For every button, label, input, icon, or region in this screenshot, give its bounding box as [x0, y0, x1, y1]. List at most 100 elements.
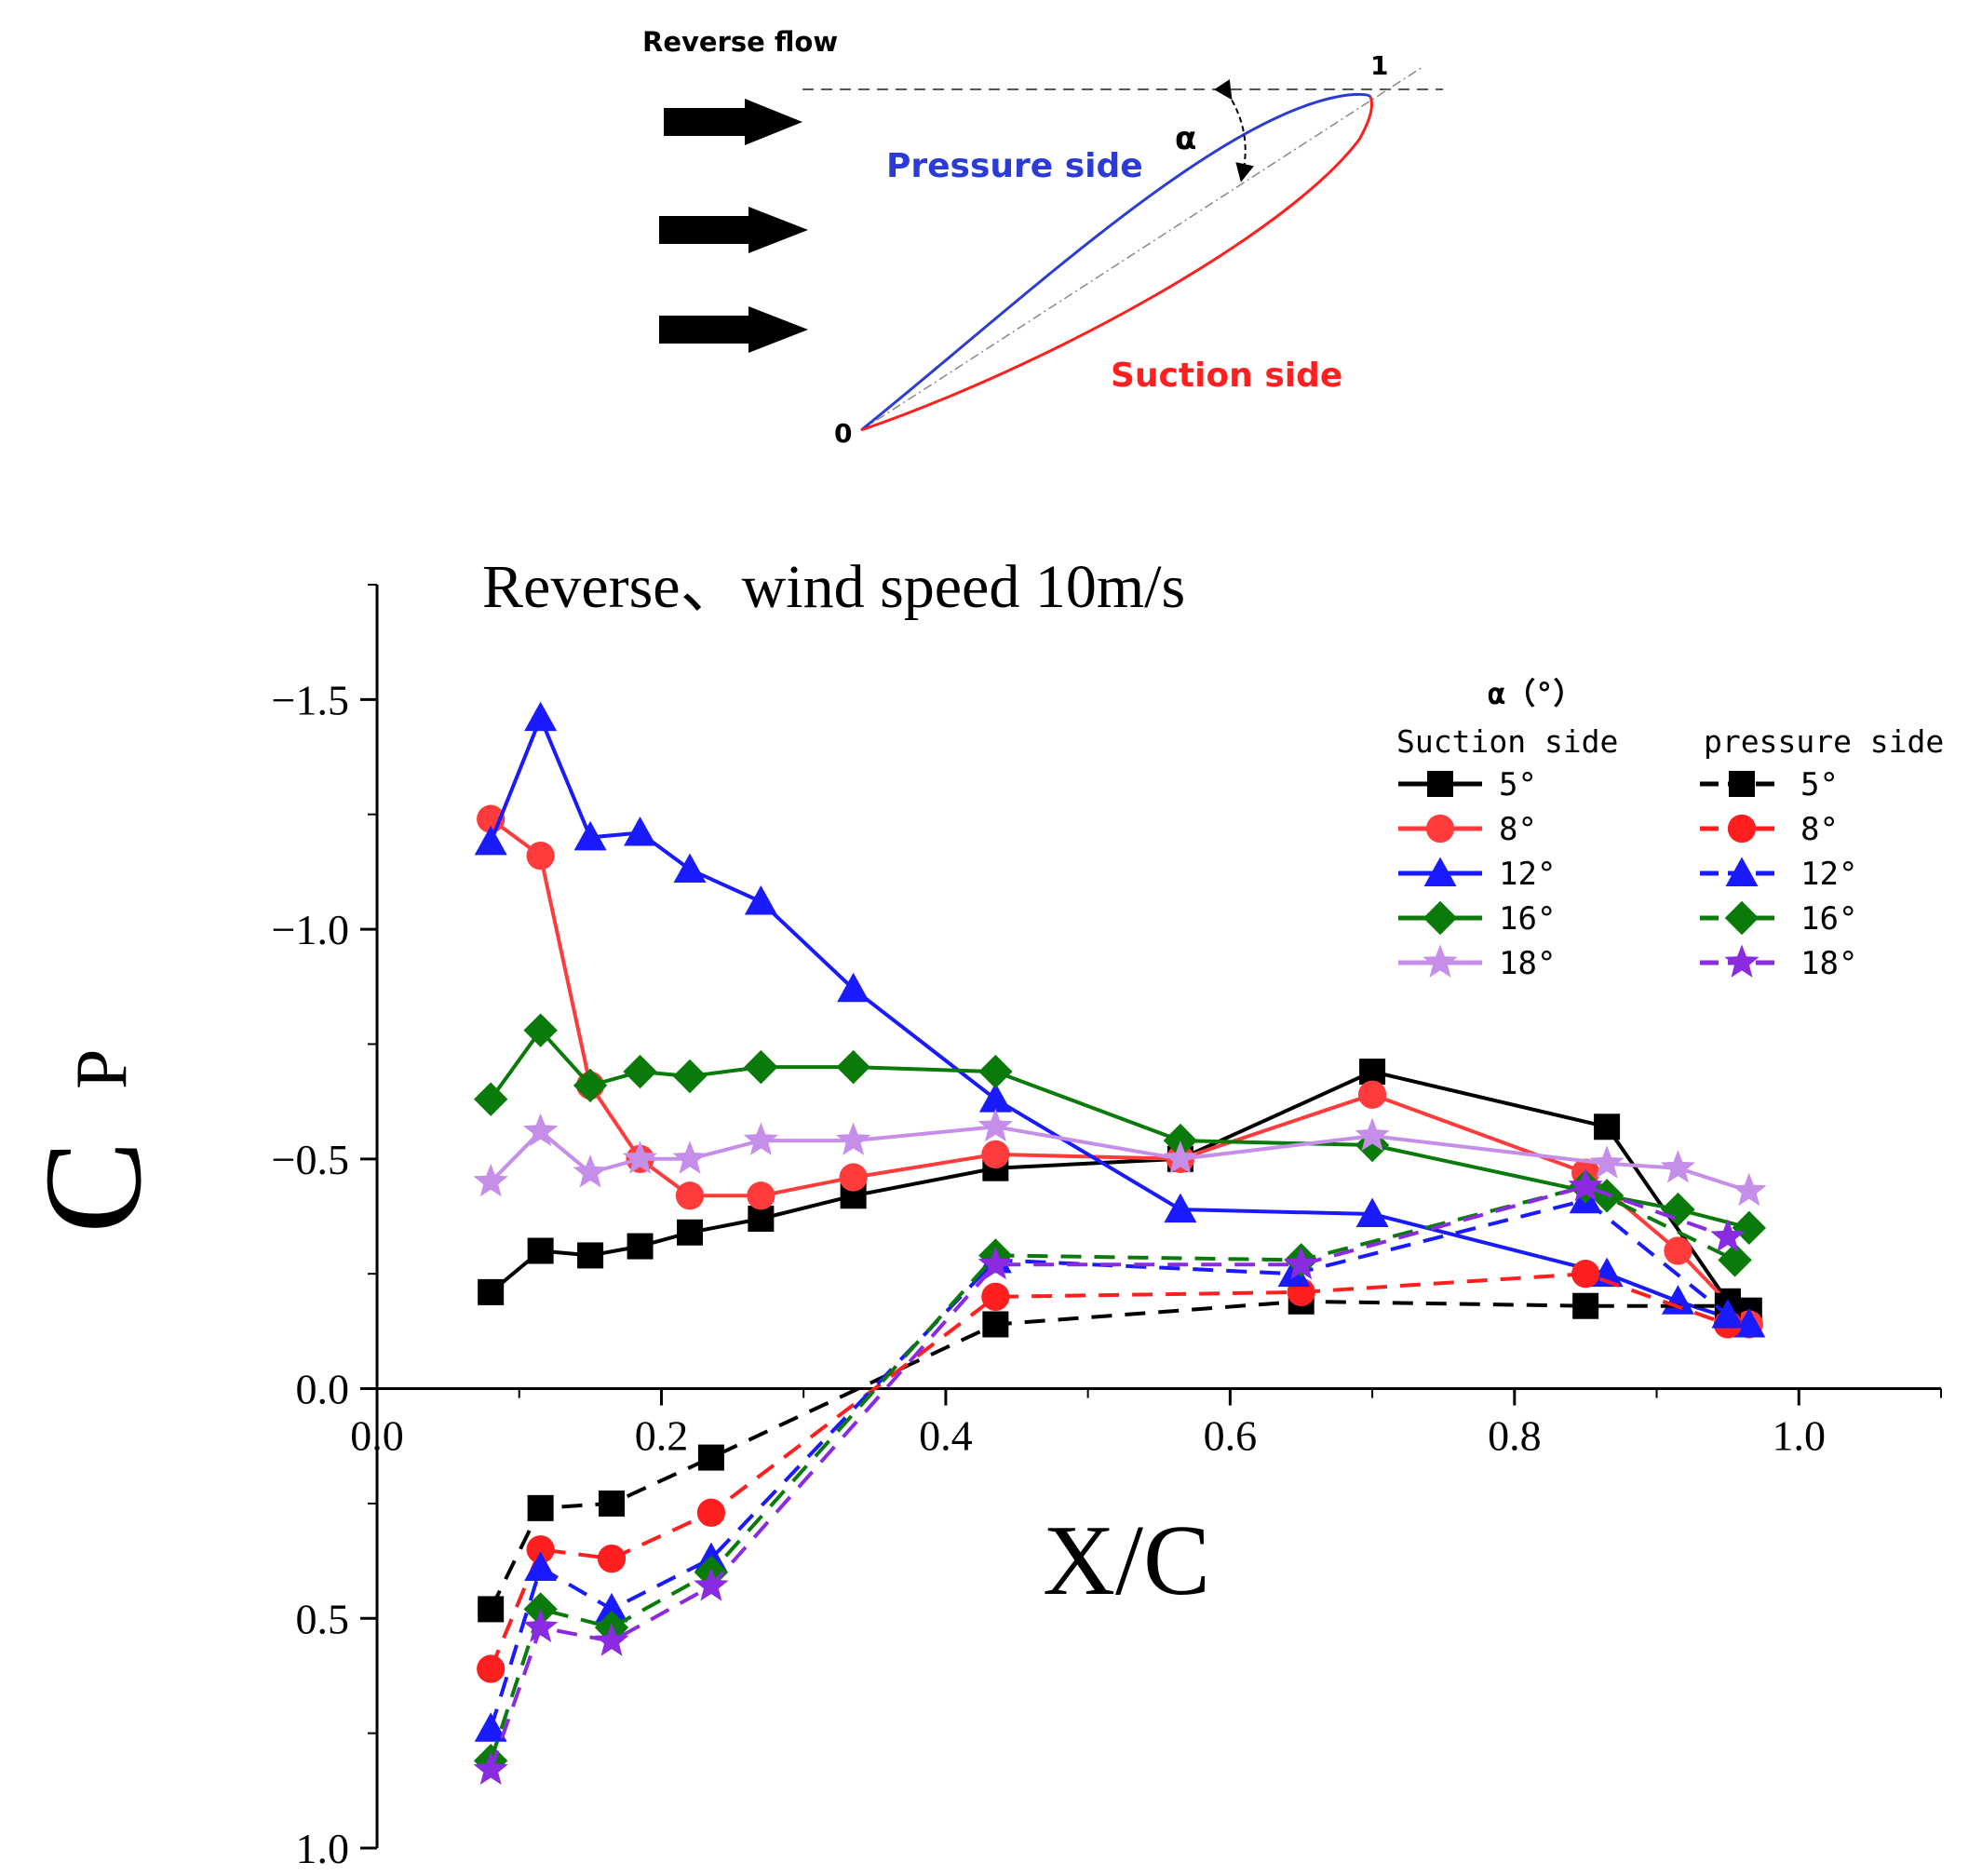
data-point — [1355, 1197, 1389, 1228]
data-point — [1589, 1145, 1625, 1179]
series-suction-8deg — [477, 804, 1763, 1339]
x-tick-label: 0.6 — [1204, 1412, 1258, 1460]
data-point — [1664, 1236, 1692, 1265]
legend-marker — [1423, 857, 1457, 886]
legend-entry-pressure: 12° — [1700, 856, 1857, 893]
data-point — [1733, 1307, 1766, 1338]
data-point — [982, 1311, 1009, 1338]
data-point — [748, 1205, 775, 1232]
series-line — [489, 1184, 1736, 1761]
data-point — [1163, 1123, 1198, 1158]
legend-title: α（°） — [1488, 676, 1584, 711]
legend-pressure-header: pressure side — [1704, 723, 1944, 760]
legend-marker — [1725, 857, 1759, 886]
data-point — [523, 1113, 559, 1147]
legend-marker — [1422, 944, 1458, 978]
data-point — [697, 1444, 724, 1471]
data-point — [1661, 1285, 1694, 1315]
data-point — [527, 1237, 554, 1264]
data-point — [624, 816, 657, 846]
legend-label: 16° — [1499, 900, 1556, 938]
data-point — [978, 1108, 1013, 1142]
axes: −1.5 −1.0 −0.5 0.0 0.5 1.0 0.0 0.2 0.4 0.6 0.8 1.0 — [272, 584, 1942, 1872]
data-point — [573, 1154, 608, 1188]
legend-entry-pressure: 5° — [1700, 766, 1839, 803]
data-point — [477, 1654, 506, 1683]
data-point — [627, 1233, 654, 1260]
data-point — [1590, 1257, 1624, 1288]
legend-label: 5° — [1800, 766, 1839, 803]
data-point — [597, 1545, 627, 1573]
chart-title: Reverse、wind speed 10m/s — [482, 553, 1185, 621]
data-point — [1355, 1117, 1390, 1151]
series-line — [489, 1299, 1728, 1611]
data-point — [524, 701, 558, 732]
data-point — [1572, 1292, 1599, 1319]
y-axis-title: C — [16, 1140, 170, 1234]
legend-entry-suction: 16° — [1398, 900, 1556, 938]
legend-marker — [1422, 900, 1458, 936]
data-point — [473, 1163, 508, 1197]
data-point — [981, 1140, 1010, 1169]
cp-chart: Reverse、wind speed 10m/s −1.5 −1.0 −0.5 0.0… — [16, 553, 1944, 1872]
data-point — [981, 1282, 1010, 1311]
data-point — [836, 1049, 870, 1085]
flow-arrow-icon — [659, 207, 808, 253]
legend-entry-suction: 12° — [1398, 856, 1556, 893]
data-point — [1594, 1113, 1621, 1140]
data-point — [524, 1551, 558, 1581]
x-tick-label: 1.0 — [1773, 1412, 1827, 1460]
data-point — [672, 1140, 708, 1174]
airfoil-diagram: Reverse flow α Pressure side Suction sid… — [642, 26, 1443, 449]
y-tick-label: −1.0 — [272, 906, 349, 953]
x-axis-title: X/C — [1043, 1505, 1210, 1616]
data-point — [836, 1122, 871, 1155]
data-point — [672, 1059, 708, 1094]
series-layer — [473, 701, 1767, 1785]
y-tick-label: 0.0 — [296, 1366, 350, 1413]
series-line — [489, 1184, 1729, 1771]
series-pressure-12deg — [474, 1183, 1745, 1742]
data-point — [1164, 1193, 1197, 1223]
data-point — [1568, 1167, 1603, 1202]
data-point — [523, 1609, 559, 1642]
data-point — [694, 1568, 729, 1601]
data-point — [523, 1592, 558, 1626]
data-point — [1732, 1210, 1767, 1246]
legend-entry-pressure: 8° — [1700, 811, 1839, 848]
data-point — [599, 1490, 625, 1517]
legend-entry-pressure: 16° — [1700, 900, 1857, 938]
data-point — [978, 1054, 1013, 1089]
legend-entry-pressure: 18° — [1700, 944, 1857, 982]
suction-side-curve — [860, 96, 1373, 432]
legend-entry-suction: 8° — [1398, 811, 1537, 848]
pressure-side-curve — [860, 92, 1372, 432]
data-point — [526, 1535, 555, 1564]
data-point — [595, 1592, 628, 1623]
pressure-side-label: Pressure side — [886, 147, 1143, 185]
data-point — [1732, 1172, 1767, 1207]
data-point — [594, 1623, 629, 1656]
suction-side-label: Suction side — [1111, 357, 1342, 395]
legend-marker — [1724, 944, 1760, 978]
data-point — [1660, 1150, 1696, 1183]
series-line — [489, 1198, 1730, 1730]
data-point — [474, 1712, 507, 1742]
trailing-point-label: 1 — [1370, 50, 1388, 81]
reverse-flow-label: Reverse flow — [642, 26, 838, 58]
y-axis-subscript: P — [61, 1049, 142, 1089]
angle-of-attack-arc — [1214, 79, 1254, 182]
data-point — [696, 1498, 726, 1527]
data-point — [527, 1494, 554, 1521]
data-point — [523, 1013, 558, 1047]
legend-marker — [1427, 771, 1453, 797]
data-point — [1357, 1080, 1387, 1109]
data-point — [743, 1122, 778, 1155]
legend-entry-suction: 5° — [1398, 766, 1537, 803]
flow-arrow-icon — [659, 306, 808, 353]
legend-entry-suction: 18° — [1398, 944, 1556, 982]
x-tick-label: 0.2 — [635, 1412, 689, 1460]
data-point — [573, 820, 607, 851]
legend-marker — [1724, 900, 1760, 936]
data-point — [577, 1242, 604, 1269]
